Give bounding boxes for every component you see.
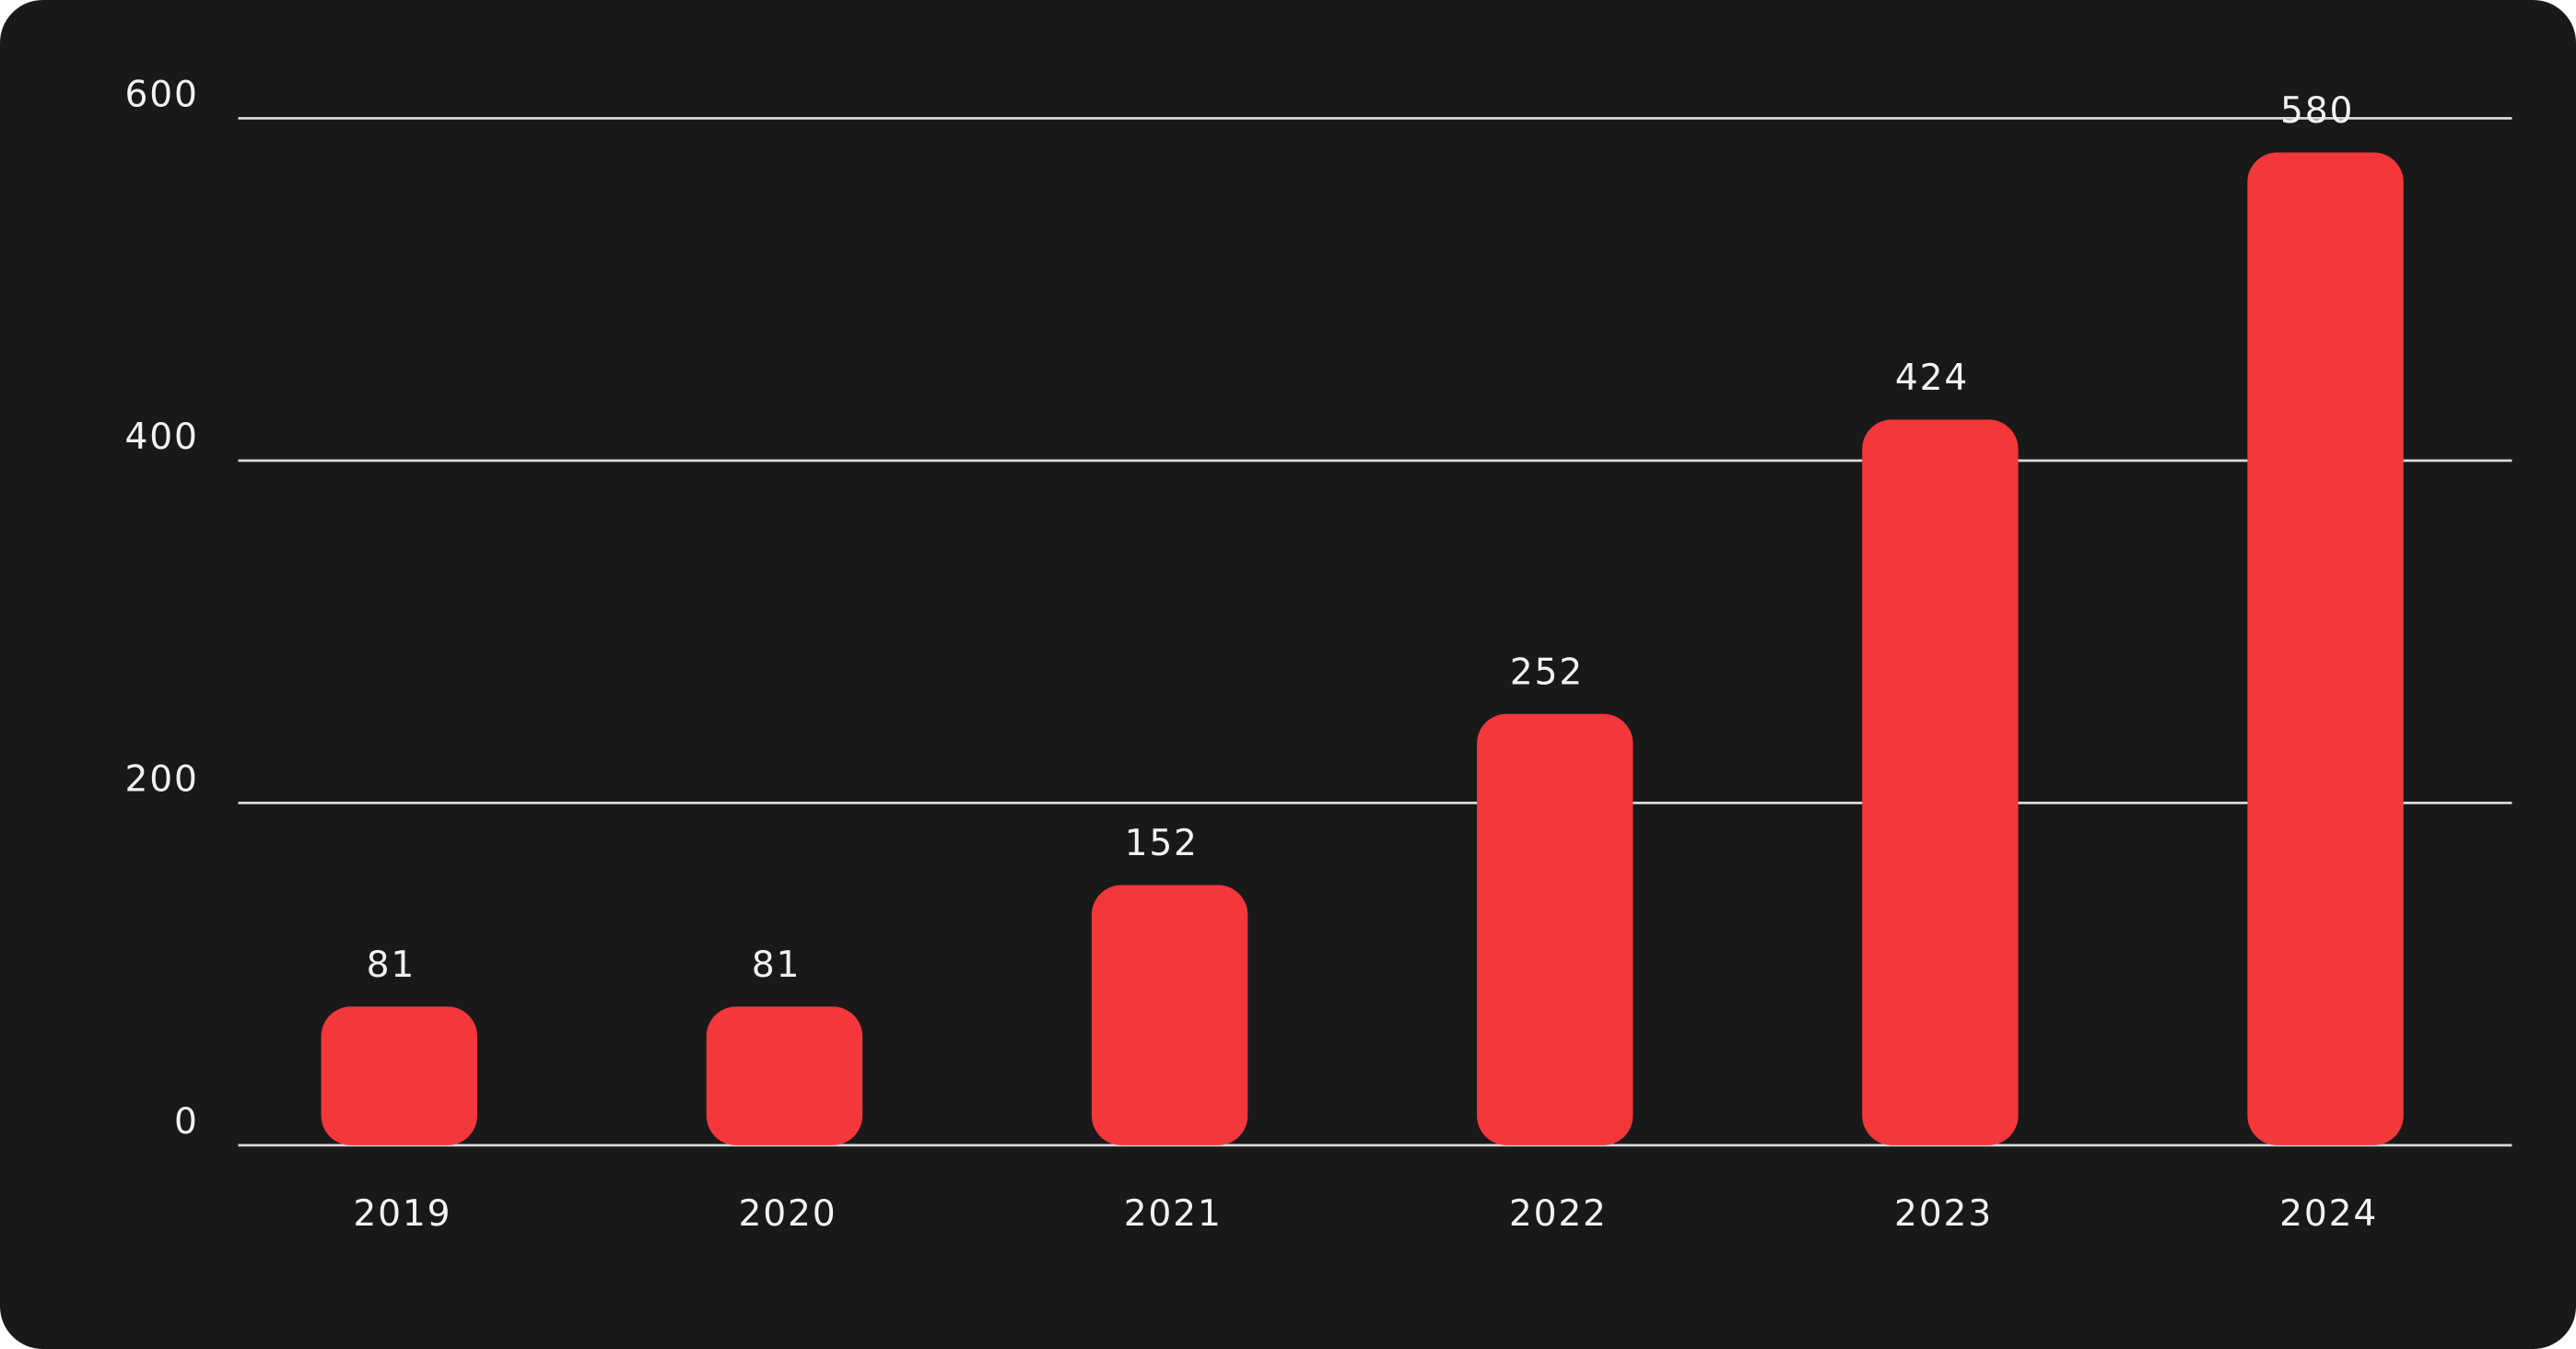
x-tick-label: 2022 <box>1509 1193 1608 1235</box>
value-label: 81 <box>367 944 416 986</box>
bar <box>1091 885 1248 1145</box>
y-tick-label: 200 <box>125 759 199 801</box>
value-label: 252 <box>1510 652 1584 694</box>
x-tick-label: 2019 <box>353 1193 451 1235</box>
value-label: 81 <box>752 944 801 986</box>
y-tick-label: 0 <box>174 1101 199 1143</box>
value-label: 424 <box>1895 358 1969 399</box>
x-tick-label: 2023 <box>1894 1193 1993 1235</box>
bar <box>2247 152 2404 1145</box>
y-tick-label: 400 <box>125 416 199 458</box>
value-label: 580 <box>2280 90 2354 132</box>
x-tick-label: 2024 <box>2279 1193 2378 1235</box>
bar <box>321 1006 478 1145</box>
value-label: 152 <box>1125 823 1199 864</box>
bar <box>1862 419 2019 1145</box>
bar <box>1477 713 1633 1145</box>
bar <box>706 1006 863 1145</box>
y-tick-label: 600 <box>125 75 199 116</box>
x-tick-label: 2020 <box>739 1193 837 1235</box>
x-tick-label: 2021 <box>1124 1193 1223 1235</box>
